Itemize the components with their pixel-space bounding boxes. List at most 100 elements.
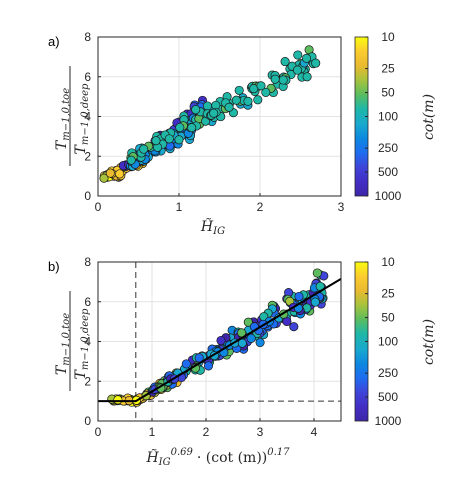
panel-a-points bbox=[99, 45, 321, 183]
panel-a-ticks: 0 1 2 3 0 2 4 6 8 bbox=[84, 30, 344, 214]
panel-b-xlabel: H̃IG0.69 · (cot (m))0.17 bbox=[145, 447, 290, 468]
data-point bbox=[253, 95, 263, 105]
panel-b-colorbar-ticks: 10 25 50 100 250 500 1000 bbox=[365, 255, 402, 428]
data-point bbox=[255, 337, 265, 348]
y-tick-label: 0 bbox=[84, 414, 91, 428]
data-point bbox=[126, 155, 136, 165]
colorbar-tick-label: 50 bbox=[381, 311, 395, 325]
data-point bbox=[280, 57, 290, 67]
data-point bbox=[243, 317, 253, 327]
panel-a-ylabel: Tm−1,0,toe Tm−1,0,deep bbox=[54, 66, 91, 166]
panel-a-xlabel-sub: IG bbox=[212, 226, 225, 237]
colorbar-tick-label: 500 bbox=[378, 390, 398, 404]
data-point bbox=[302, 72, 312, 82]
data-point bbox=[256, 81, 266, 91]
colorbar-tick-label: 25 bbox=[381, 287, 395, 301]
x-tick-label: 4 bbox=[311, 425, 318, 439]
panel-b-xlabel-sub: IG bbox=[158, 457, 171, 468]
panel-a-xlabel: H̃IG bbox=[200, 217, 225, 237]
x-tick-label: 3 bbox=[338, 200, 345, 214]
data-point bbox=[246, 333, 256, 343]
panel-a-colorbar-label: cot(m) bbox=[421, 94, 437, 140]
panel-b-ticks: 0 1 2 3 4 0 2 4 6 8 bbox=[84, 255, 317, 439]
svg-text:Tm−1,0,toe: Tm−1,0,toe bbox=[54, 88, 72, 150]
data-point bbox=[293, 50, 303, 60]
x-tick-label: 2 bbox=[203, 425, 210, 439]
data-point bbox=[312, 268, 322, 278]
data-point bbox=[231, 95, 241, 105]
panel-a-ylabel-den-sub: m−1,0,deep bbox=[80, 83, 91, 145]
data-point bbox=[310, 297, 320, 307]
data-point bbox=[278, 75, 288, 85]
panel-b-ylabel: Tm−1,0,toe Tm−1,0,deep bbox=[54, 291, 91, 391]
colorbar-tick-label: 100 bbox=[378, 110, 398, 124]
x-tick-label: 3 bbox=[257, 425, 264, 439]
y-tick-label: 4 bbox=[84, 110, 91, 124]
data-point bbox=[174, 135, 184, 145]
data-point bbox=[194, 353, 204, 363]
data-point bbox=[151, 136, 161, 146]
panel-b-fit-line bbox=[98, 278, 342, 403]
data-point bbox=[224, 102, 234, 112]
panel-b: b) 0 1 2 3 4 0 2 4 6 8 Tm−1,0,toe Tm−1,0,deep H̃I… bbox=[48, 255, 437, 468]
panel-a-colorbar-ticks: 10 25 50 100 250 500 1000 bbox=[365, 30, 402, 203]
x-tick-label: 0 bbox=[95, 425, 102, 439]
panel-b-xlabel-main: H̃ bbox=[145, 448, 159, 466]
panel-a: a) 0 1 2 3 0 2 4 6 8 Tm−1,0,toe Tm−1,0,deep H̃IG… bbox=[48, 30, 437, 237]
colorbar-tick-label: 50 bbox=[381, 86, 395, 100]
x-tick-label: 0 bbox=[95, 200, 102, 214]
panel-b-xlabel-exp2: 0.17 bbox=[267, 447, 290, 458]
data-point bbox=[292, 65, 303, 75]
y-tick-label: 8 bbox=[84, 255, 91, 269]
panel-a-label: a) bbox=[48, 34, 60, 49]
data-point bbox=[289, 322, 299, 332]
data-point bbox=[113, 395, 123, 405]
data-point bbox=[181, 359, 191, 369]
data-point bbox=[311, 58, 321, 68]
x-tick-label: 1 bbox=[176, 200, 183, 214]
data-point bbox=[209, 108, 219, 118]
svg-text:Tm−1,0,deep: Tm−1,0,deep bbox=[73, 308, 91, 380]
colorbar-tick-label: 25 bbox=[381, 62, 395, 76]
colorbar-tick-label: 10 bbox=[381, 30, 395, 44]
panel-b-xlabel-exp1: 0.69 bbox=[171, 447, 194, 458]
y-tick-label: 2 bbox=[84, 374, 91, 388]
y-tick-label: 6 bbox=[84, 295, 91, 309]
colorbar-tick-label: 250 bbox=[378, 141, 398, 155]
data-point bbox=[105, 168, 115, 178]
data-point bbox=[164, 134, 174, 144]
y-tick-label: 8 bbox=[84, 30, 91, 44]
data-point bbox=[203, 361, 214, 371]
panel-b-ylabel-num-sub: m−1,0,toe bbox=[61, 313, 72, 366]
data-point bbox=[191, 105, 201, 115]
panel-b-ylabel-den-main: T bbox=[73, 368, 89, 379]
data-point bbox=[99, 173, 109, 183]
panel-b-ylabel-num-main: T bbox=[54, 364, 70, 375]
y-tick-label: 0 bbox=[84, 189, 91, 203]
data-point bbox=[216, 335, 226, 346]
panel-b-xlabel-mid: · (cot (m)) bbox=[197, 450, 267, 466]
y-tick-label: 4 bbox=[84, 335, 91, 349]
x-tick-label: 1 bbox=[149, 425, 156, 439]
data-point bbox=[243, 96, 253, 106]
data-point bbox=[115, 169, 125, 179]
panel-b-colorbar-label: cot(m) bbox=[421, 319, 437, 365]
panel-a-ylabel-num-main: T bbox=[54, 139, 70, 150]
y-tick-label: 2 bbox=[84, 149, 91, 163]
svg-text:Tm−1,0,toe: Tm−1,0,toe bbox=[54, 313, 72, 375]
y-tick-label: 6 bbox=[84, 70, 91, 84]
panel-b-ylabel-den-sub: m−1,0,deep bbox=[80, 308, 91, 370]
panel-a-xlabel-main: H̃ bbox=[200, 217, 214, 235]
colorbar-tick-label: 10 bbox=[381, 255, 395, 269]
data-point bbox=[270, 74, 280, 84]
data-point bbox=[234, 85, 244, 95]
colorbar-tick-label: 1000 bbox=[375, 189, 402, 203]
data-point bbox=[237, 338, 247, 348]
data-point bbox=[294, 291, 304, 302]
colorbar-tick-label: 1000 bbox=[375, 414, 402, 428]
data-point bbox=[175, 122, 185, 133]
data-point bbox=[301, 53, 312, 63]
colorbar-tick-label: 100 bbox=[378, 335, 398, 349]
svg-text:Tm−1,0,deep: Tm−1,0,deep bbox=[73, 83, 91, 155]
